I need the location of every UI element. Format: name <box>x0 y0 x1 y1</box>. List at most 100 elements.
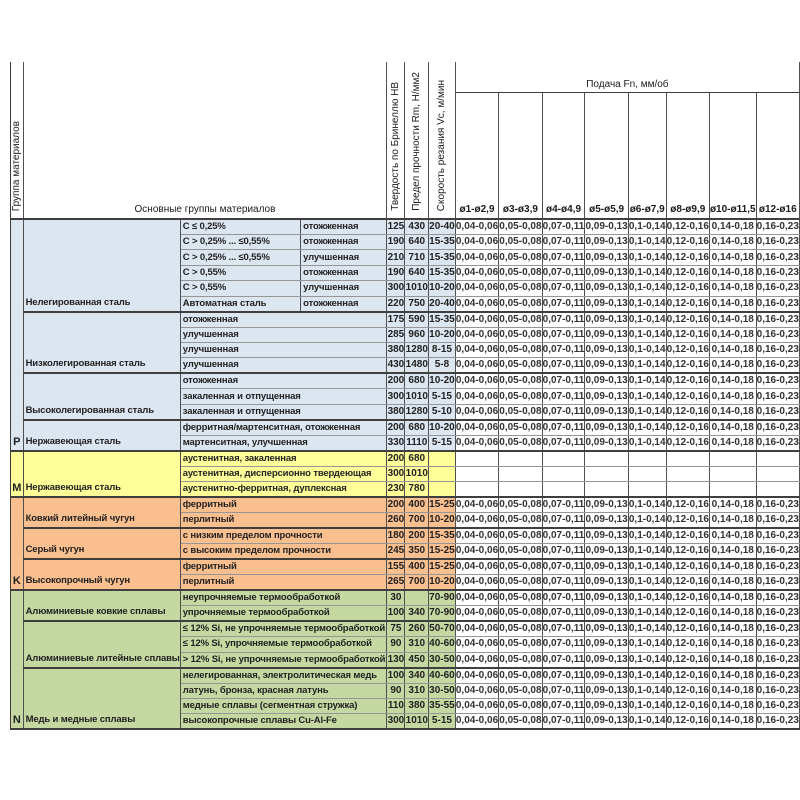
cell-feed-value: 0,12-0,16 <box>666 296 710 313</box>
cell-material: высокопрочные сплавы Cu-Al-Fe <box>180 713 388 731</box>
cell-strength: 710 <box>404 249 430 266</box>
cell-group-letter: P <box>10 219 24 452</box>
cell-cutting-speed: 20-40 <box>428 219 456 235</box>
cell-feed-value: 0,16-0,23 <box>756 296 800 313</box>
cell-feed-value: 0,05-0,08 <box>498 388 543 405</box>
col-header-diameter-3: ø4-ø4,9 <box>542 92 586 220</box>
cell-cutting-speed: 5-15 <box>428 388 456 405</box>
cell-group-name: Алюминиевые ковкие сплавы <box>23 590 181 623</box>
cell-feed-value <box>628 450 667 467</box>
cell-feed-value: 0,04-0,06 <box>455 234 500 251</box>
cell-feed-value: 0,05-0,08 <box>498 249 543 266</box>
cell-feed-value: 0,09-0,13 <box>584 574 629 592</box>
cell-group-name: Алюминиевые литейные сплавы <box>23 621 181 669</box>
cell-feed-value <box>498 466 543 483</box>
cell-material: ≤ 12% Si, не упрочняемые термообработкой <box>180 621 388 638</box>
cell-feed-value: 0,05-0,08 <box>498 342 543 359</box>
cell-hardness: 380 <box>386 404 406 421</box>
cell-material: с высоким пределом прочности <box>180 543 388 561</box>
cell-hardness: 300 <box>386 466 406 483</box>
col-header-diameter-4: ø5-ø5,9 <box>584 92 629 220</box>
cell-feed-value: 0,05-0,08 <box>498 543 543 561</box>
cell-strength: 960 <box>404 327 430 343</box>
table-row: аустенитно-ферритная, дуплексная 230 780 <box>11 481 800 499</box>
cell-feed-value: 0,14-0,18 <box>709 605 757 623</box>
cell-hardness: 265 <box>386 574 406 592</box>
cell-feed-value: 0,12-0,16 <box>666 652 710 669</box>
cell-feed-value: 0,1-0,14 <box>628 280 667 297</box>
cell-feed-value: 0,1-0,14 <box>628 652 667 669</box>
cell-feed-value: 0,16-0,23 <box>756 435 800 452</box>
cell-cutting-speed: 15-35 <box>428 234 456 251</box>
cell-feed-value: 0,07-0,11 <box>542 636 586 653</box>
cell-strength: 310 <box>404 683 430 699</box>
cell-feed-value: 0,04-0,06 <box>455 265 500 282</box>
cell-feed-value <box>455 466 500 483</box>
cell-feed-value: 0,1-0,14 <box>628 435 667 452</box>
cell-feed-value: 0,12-0,16 <box>666 497 710 514</box>
cell-feed-value: 0,04-0,06 <box>455 280 500 297</box>
cell-feed-value: 0,05-0,08 <box>498 683 543 699</box>
cell-group-name: Высоколегированная сталь <box>23 373 181 421</box>
cell-feed-value: 0,07-0,11 <box>542 543 586 561</box>
cell-group-name: Нержавеющая сталь <box>23 450 181 499</box>
table-row: закаленная и отпущенная 380 1280 5-10 0,04-0… <box>11 404 800 421</box>
cell-feed-value: 0,1-0,14 <box>628 296 667 313</box>
col-header-diameter-6: ø8-ø9,9 <box>666 92 710 220</box>
cell-feed-value: 0,14-0,18 <box>709 574 757 592</box>
cell-feed-value: 0,05-0,08 <box>498 713 543 731</box>
cell-cutting-speed <box>428 466 456 483</box>
cell-hardness: 245 <box>386 543 406 561</box>
cell-feed-value: 0,04-0,06 <box>455 419 500 436</box>
cell-feed-value: 0,16-0,23 <box>756 590 800 607</box>
cell-feed-value: 0,09-0,13 <box>584 667 629 684</box>
cell-feed-value <box>628 466 667 483</box>
cell-feed-value <box>709 466 757 483</box>
cell-feed-value: 0,12-0,16 <box>666 512 710 530</box>
cell-feed-value: 0,12-0,16 <box>666 683 710 699</box>
cell-strength: 1010 <box>404 713 430 731</box>
cell-group-letter: N <box>10 590 24 731</box>
cell-material: аустенитно-ферритная, дуплексная <box>180 481 388 499</box>
cell-hardness: 190 <box>386 265 406 282</box>
cell-feed-value: 0,1-0,14 <box>628 590 667 607</box>
cell-feed-value: 0,07-0,11 <box>542 435 586 452</box>
cell-feed-value: 0,07-0,11 <box>542 219 586 235</box>
cell-feed-value: 0,09-0,13 <box>584 342 629 359</box>
cell-feed-value: 0,04-0,06 <box>455 357 500 375</box>
cell-cutting-speed: 5-10 <box>428 404 456 421</box>
cell-subgroup: Автоматная сталь <box>180 296 302 313</box>
cell-feed-value <box>584 481 629 499</box>
cell-subgroup: C > 0,55% <box>180 265 302 282</box>
cell-cutting-speed: 15-35 <box>428 311 456 328</box>
cell-feed-value: 0,14-0,18 <box>709 512 757 530</box>
cell-feed-value: 0,04-0,06 <box>455 652 500 669</box>
cell-feed-value: 0,09-0,13 <box>584 419 629 436</box>
cell-feed-value: 0,09-0,13 <box>584 296 629 313</box>
cell-feed-value: 0,14-0,18 <box>709 296 757 313</box>
table-row: Серый чугун с низким пределом прочности 18… <box>11 528 800 561</box>
cell-feed-value: 0,04-0,06 <box>455 388 500 405</box>
cell-cutting-speed: 15-35 <box>428 528 456 545</box>
cell-strength: 380 <box>404 698 430 715</box>
cell-feed-value: 0,04-0,06 <box>455 543 500 561</box>
cell-strength: 310 <box>404 636 430 653</box>
cell-strength: 700 <box>404 574 430 592</box>
cell-strength: 1280 <box>404 404 430 421</box>
cell-feed-value: 0,12-0,16 <box>666 543 710 561</box>
table-row: улучшенная 285 960 10-20 0,04-0,06 0,05-0,08 0… <box>11 327 800 343</box>
cell-feed-value: 0,12-0,16 <box>666 280 710 297</box>
cell-strength: 700 <box>404 512 430 530</box>
cell-feed-value: 0,09-0,13 <box>584 404 629 421</box>
cell-group-letter: K <box>10 497 24 592</box>
cell-feed-value: 0,14-0,18 <box>709 698 757 715</box>
cell-feed-value <box>455 481 500 499</box>
cell-strength: 680 <box>404 450 430 467</box>
table-row: N Алюминиевые ковкие сплавы неупрочняемые … <box>10 590 800 731</box>
cell-feed-value: 0,04-0,06 <box>455 683 500 699</box>
cell-feed-value <box>584 450 629 467</box>
cell-feed-value: 0,12-0,16 <box>666 667 710 684</box>
cell-feed-value: 0,16-0,23 <box>756 528 800 545</box>
col-header-material-group: Группа материалов <box>10 62 24 220</box>
cell-feed-value: 0,16-0,23 <box>756 713 800 731</box>
